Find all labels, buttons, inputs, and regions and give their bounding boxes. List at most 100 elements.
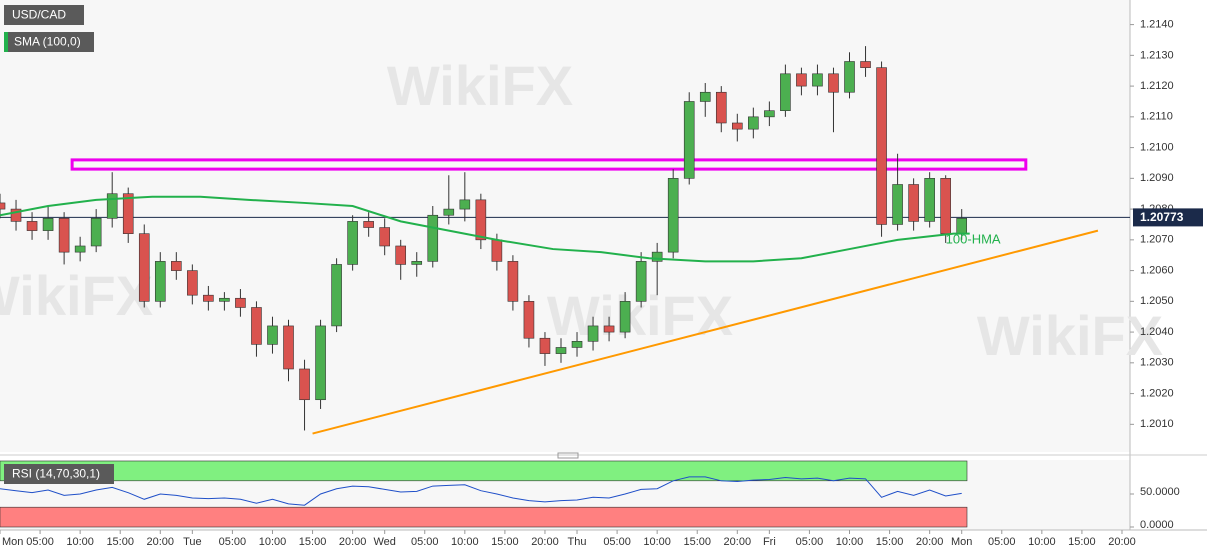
watermark: WikiFX xyxy=(977,304,1163,367)
y-tick-label: 1.2020 xyxy=(1140,387,1174,399)
sma-legend-label: SMA (100,0) xyxy=(14,35,81,49)
rsi-band xyxy=(0,506,968,528)
candle-body xyxy=(780,73,791,111)
sma-legend-box xyxy=(4,32,94,52)
candle-body xyxy=(154,261,166,302)
y-tick-label: 1.2070 xyxy=(1140,234,1174,246)
x-tick-label: 10:00 xyxy=(259,536,287,548)
y-tick-label: 1.2010 xyxy=(1140,418,1174,430)
x-tick-label: 15:00 xyxy=(106,536,134,548)
x-tick-label: 10:00 xyxy=(66,536,94,548)
x-tick-label: Fri xyxy=(763,536,776,548)
candle-body xyxy=(203,294,214,302)
candle-body xyxy=(90,218,102,247)
candle-body xyxy=(138,233,150,302)
candle-body xyxy=(940,178,951,234)
watermark: WikiFX xyxy=(387,54,573,117)
last-price-label: 1.20773 xyxy=(1140,210,1184,224)
candle-body xyxy=(347,221,358,265)
candle-body xyxy=(411,261,423,265)
pane-grip xyxy=(557,452,579,459)
x-tick-label: 20:00 xyxy=(916,536,944,548)
x-tick-label: 05:00 xyxy=(988,536,1016,548)
candle-body xyxy=(74,245,86,253)
candle-body xyxy=(908,184,919,222)
candle-body xyxy=(363,221,374,228)
candle-body xyxy=(876,67,887,225)
trend-line xyxy=(312,229,1099,435)
y-tick-label: 1.2110 xyxy=(1140,111,1173,123)
x-tick-label: Mon xyxy=(951,536,972,548)
x-tick-label: 05:00 xyxy=(219,536,247,548)
sma-legend-swatch xyxy=(4,32,8,52)
y-tick-label: 1.2040 xyxy=(1140,326,1174,338)
watermark: WikiFX xyxy=(0,264,153,327)
candle-body xyxy=(26,221,38,231)
candle-body xyxy=(539,337,551,354)
x-tick-label: 20:00 xyxy=(724,536,752,548)
candle-body xyxy=(219,297,230,302)
x-tick-label: 20:00 xyxy=(339,536,367,548)
y-tick-label: 1.2090 xyxy=(1140,172,1174,184)
candle-body xyxy=(683,101,695,179)
candle-body xyxy=(122,193,134,234)
x-tick-label: 05:00 xyxy=(603,536,631,548)
candle-body xyxy=(459,199,471,210)
candle-body xyxy=(475,199,487,241)
y-tick-label: 1.2130 xyxy=(1140,49,1174,61)
y-tick-label: 1.2120 xyxy=(1140,80,1174,92)
annotation: 100-HMA xyxy=(946,231,1001,246)
x-tick-label: Tue xyxy=(183,536,202,548)
x-tick-label: 20:00 xyxy=(147,536,175,548)
candle-body xyxy=(699,91,711,102)
candle-body xyxy=(331,264,342,327)
sma-line xyxy=(0,195,970,263)
candle-body xyxy=(715,91,727,124)
candle-body xyxy=(603,325,615,333)
y-tick-label: 1.2100 xyxy=(1140,141,1174,153)
rsi-legend-box xyxy=(4,464,114,484)
candle-body xyxy=(171,261,182,271)
x-tick-label: 20:00 xyxy=(1108,536,1136,548)
y-tick-label: 50.0000 xyxy=(1140,486,1180,498)
x-tick-label: 10:00 xyxy=(836,536,864,548)
y-tick-label: 1.2140 xyxy=(1140,19,1174,31)
candle-body xyxy=(187,270,198,296)
y-tick-label: 0.0000 xyxy=(1140,519,1174,531)
x-tick-label: 15:00 xyxy=(491,536,519,548)
symbol-label: USD/CAD xyxy=(12,8,66,22)
candle-body xyxy=(443,208,455,216)
candle-body xyxy=(491,239,503,262)
candle-body xyxy=(635,261,647,302)
y-tick-label: 1.2060 xyxy=(1140,264,1174,276)
candle-body xyxy=(892,184,903,225)
x-tick-label: 10:00 xyxy=(1028,536,1056,548)
candle-body xyxy=(860,61,871,68)
candle-body xyxy=(42,218,54,231)
x-tick-label: 20:00 xyxy=(531,536,559,548)
rsi-line xyxy=(0,476,962,506)
candle-body xyxy=(587,325,599,342)
candle-body xyxy=(251,307,262,345)
x-tick-label: 15:00 xyxy=(299,536,327,548)
last-price-box xyxy=(1133,208,1203,227)
candle-body xyxy=(667,178,679,253)
candle-body xyxy=(651,251,663,262)
candle-body xyxy=(315,325,326,401)
candle-body xyxy=(283,325,294,370)
x-tick-label: 15:00 xyxy=(876,536,904,548)
x-tick-label: Mon xyxy=(2,536,23,548)
x-tick-label: Thu xyxy=(568,536,587,548)
candle-body xyxy=(571,341,583,348)
candle-body xyxy=(764,110,775,118)
candle-body xyxy=(10,208,22,222)
candle-body xyxy=(507,261,519,302)
resistance-zone xyxy=(70,158,1028,171)
x-tick-label: 05:00 xyxy=(796,536,824,548)
candle-body xyxy=(924,178,935,222)
y-tick-label: 1.2050 xyxy=(1140,295,1174,307)
candle-body xyxy=(379,227,390,247)
candle-body xyxy=(732,122,743,130)
candle-body xyxy=(748,116,759,130)
